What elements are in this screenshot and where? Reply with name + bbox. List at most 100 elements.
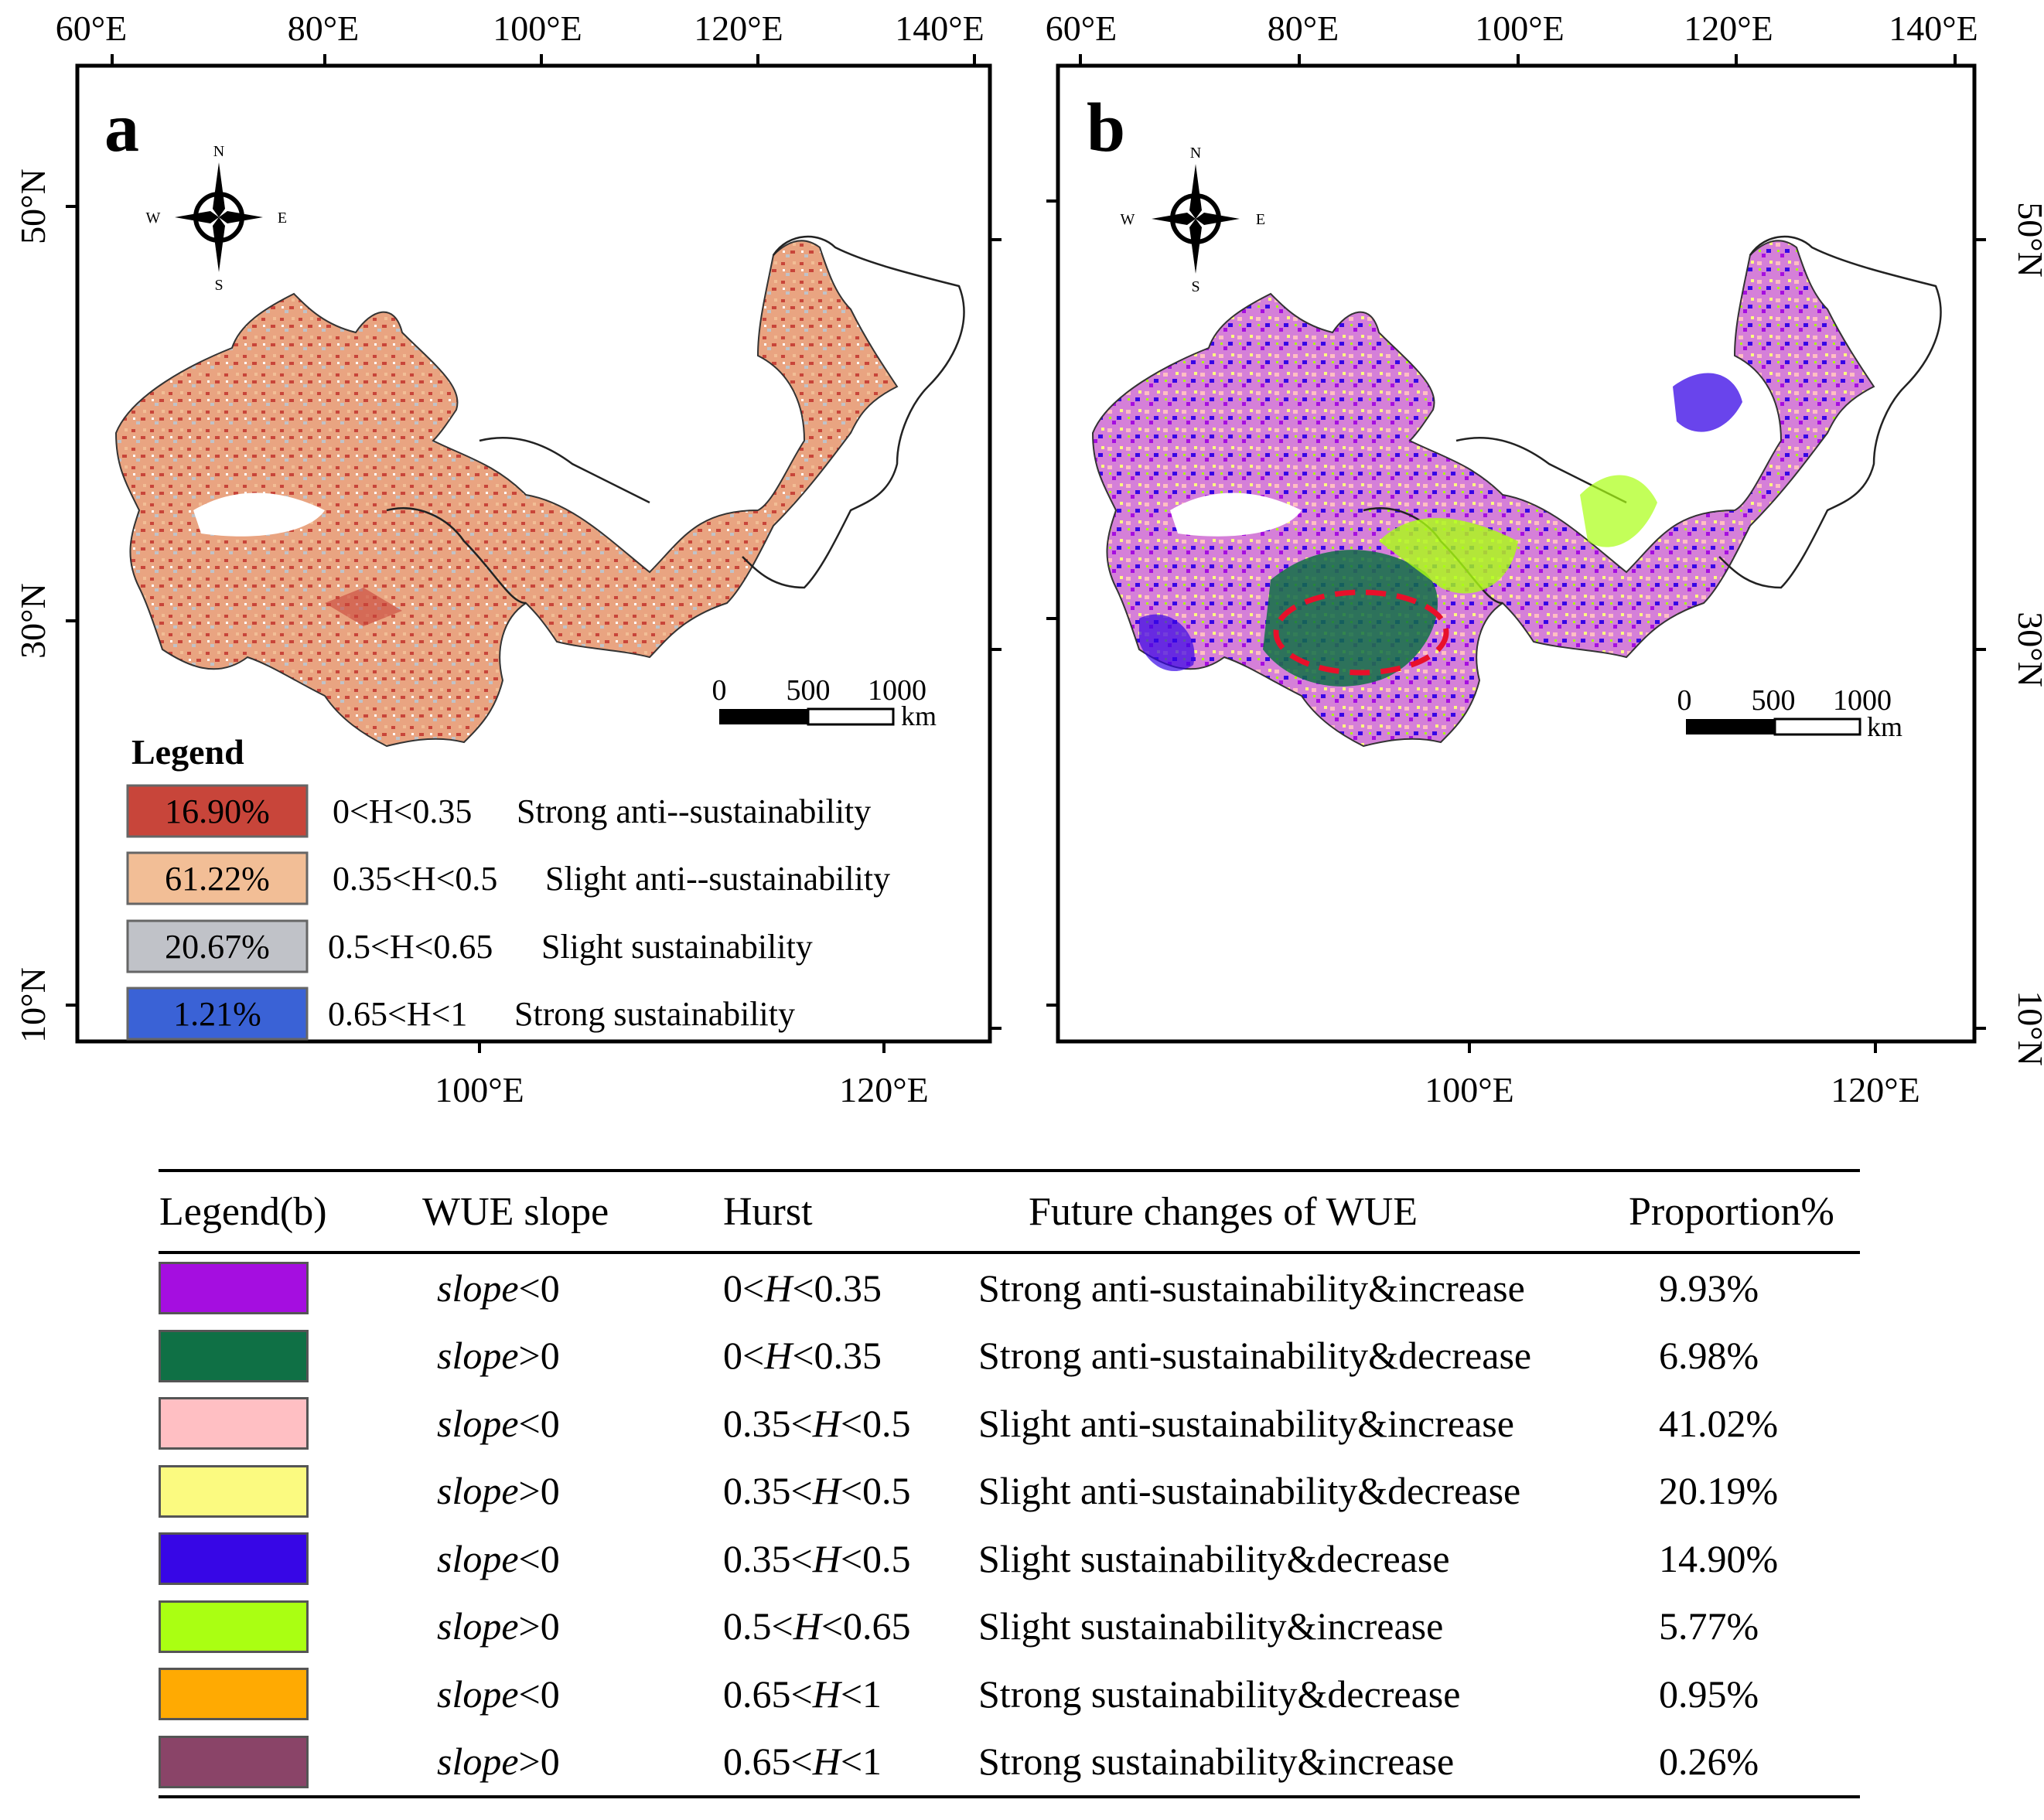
legend-a-swatch (126, 987, 309, 1041)
legend-a-swatch (126, 784, 309, 838)
b-top-tick: 120°E (1684, 9, 1773, 48)
panel-a-compass-icon: N S E W (146, 143, 288, 294)
legend-b-proportion: 5.77% (1659, 1604, 1759, 1648)
a-bottom-tick: 100°E (435, 1070, 524, 1109)
legend-b-row: slope<0 0.35<H<0.5 Slight sustainability&d… (159, 1525, 1860, 1593)
legend-b-swatch-cell (159, 1593, 421, 1661)
legend-b-slope: slope<0 (437, 1266, 560, 1310)
legend-b-proportion: 14.90% (1659, 1536, 1779, 1580)
legend-b-hurst: 0.35<H<0.5 (723, 1536, 911, 1580)
legend-b-row: slope>0 0.5<H<0.65 Slight sustainability&i… (159, 1593, 1860, 1661)
legend-b-swatch (159, 1397, 309, 1450)
legend-b-change: Strong anti-sustainability&decrease (978, 1334, 1532, 1378)
legend-b-row: slope>0 0<H<0.35 Strong anti-sustainabilit… (159, 1322, 1860, 1390)
b-bottom-tick: 100°E (1425, 1070, 1514, 1109)
legend-a-desc: Slight anti--sustainability (545, 860, 890, 898)
legend-a-desc: Strong anti--sustainability (517, 792, 871, 830)
b-top-tick: 140°E (1889, 9, 1978, 48)
header-proportion: Proportion% (1629, 1189, 1834, 1234)
compass-e-label: E (278, 210, 287, 227)
header-slope: WUE slope (422, 1189, 609, 1234)
legend-a-swatch (126, 919, 309, 973)
panel-b-axes (1046, 54, 1986, 1053)
legend-b-proportion: 20.19% (1659, 1469, 1779, 1513)
legend-b-hurst: 0.35<H<0.5 (723, 1401, 911, 1445)
panel-a-legend: Legend 16.90% 0<H<0.35 Strong anti--sust… (126, 732, 890, 1041)
header-hurst: Hurst (723, 1189, 813, 1234)
legend-a-desc: Slight sustainability (541, 928, 813, 966)
legend-a-range: 0.5<H<0.65 (328, 928, 493, 966)
legend-b-slope: slope>0 (437, 1604, 560, 1648)
legend-b-swatch-cell (159, 1660, 421, 1728)
a-top-tick: 60°E (56, 9, 128, 48)
legend-b-hurst: 0.5<H<0.65 (723, 1604, 911, 1648)
scale-tick-1000: 1000 (868, 674, 926, 707)
compass-w-label: W (1121, 211, 1135, 228)
panel-b-compass-icon: N S E W (1121, 145, 1266, 295)
legend-b-hurst: 0.65<H<1 (723, 1740, 882, 1784)
scale-tick-500: 500 (1752, 684, 1796, 717)
legend-b-swatch (159, 1532, 309, 1586)
legend-b-change: Slight sustainability&decrease (978, 1536, 1450, 1580)
scale-unit: km (901, 700, 937, 731)
legend-a-pct: 61.22% (165, 860, 270, 898)
panel-a-axes (66, 54, 1002, 1053)
legend-a-range: 0<H<0.35 (333, 792, 472, 830)
legend-a-title: Legend (131, 732, 244, 772)
panel-b-map (1092, 235, 1942, 747)
legend-b-swatch-cell (159, 1525, 421, 1593)
a-left-tick: 10°N (13, 967, 53, 1043)
legend-b-slope: slope<0 (437, 1536, 560, 1580)
legend-b-proportion: 6.98% (1659, 1334, 1759, 1378)
legend-b-change: Strong sustainability&increase (978, 1740, 1455, 1784)
legend-a-pct: 20.67% (165, 928, 270, 966)
legend-b-slope: slope>0 (437, 1740, 560, 1784)
panel-b-letter: b (1087, 90, 1125, 166)
a-left-tick: 50°N (13, 169, 53, 244)
scale-tick-0: 0 (1677, 684, 1692, 717)
legend-b-swatch-cell (159, 1253, 421, 1322)
legend-b-change: Strong anti-sustainability&increase (978, 1266, 1525, 1310)
legend-b-swatch (159, 1464, 309, 1518)
scale-tick-1000: 1000 (1833, 684, 1892, 717)
compass-n-label: N (1190, 145, 1201, 162)
legend-b-row: slope<0 0.65<H<1 Strong sustainability&dec… (159, 1660, 1860, 1728)
compass-n-label: N (213, 143, 224, 160)
header-future: Future changes of WUE (1029, 1189, 1418, 1234)
legend-b-row: slope<0 0<H<0.35 Strong anti-sustainabilit… (159, 1253, 1860, 1322)
legend-b-swatch (159, 1735, 309, 1788)
legend-b-proportion: 0.95% (1659, 1672, 1759, 1716)
panel-a-letter: a (104, 90, 139, 166)
legend-b-swatch (159, 1329, 309, 1382)
legend-b-row: slope>0 0.65<H<1 Strong sustainability&inc… (159, 1728, 1860, 1798)
scale-tick-500: 500 (787, 674, 831, 707)
compass-s-label: S (214, 277, 223, 294)
legend-b-table: Legend(b) WUE slope Hurst Future changes… (159, 1169, 1860, 1798)
b-top-tick: 80°E (1268, 9, 1339, 48)
scale-tick-0: 0 (712, 674, 727, 707)
panel-a-scale-bar: 0 500 1000 km (712, 674, 937, 731)
legend-b-change: Strong sustainability&decrease (978, 1672, 1461, 1716)
legend-b-proportion: 0.26% (1659, 1740, 1759, 1784)
b-top-tick: 60°E (1046, 9, 1118, 48)
a-left-tick: 30°N (13, 583, 53, 659)
legend-b-swatch (159, 1600, 309, 1653)
legend-a-pct: 16.90% (165, 792, 270, 830)
legend-a-range: 0.65<H<1 (328, 995, 467, 1033)
b-right-tick: 10°N (2011, 990, 2044, 1066)
compass-w-label: W (146, 210, 161, 227)
legend-b-proportion: 41.02% (1659, 1401, 1779, 1445)
legend-a-desc: Strong sustainability (514, 995, 795, 1033)
legend-b-swatch (159, 1668, 309, 1721)
legend-b-slope: slope<0 (437, 1672, 560, 1716)
legend-a-pct: 1.21% (173, 995, 261, 1033)
legend-b-swatch-cell (159, 1728, 421, 1798)
legend-b-row: slope<0 0.35<H<0.5 Slight anti-sustainabil… (159, 1389, 1860, 1457)
a-top-tick: 140°E (895, 9, 984, 48)
b-top-tick: 100°E (1475, 9, 1565, 48)
legend-b-hurst: 0.35<H<0.5 (723, 1469, 911, 1513)
legend-a-swatch (126, 851, 309, 905)
b-right-tick: 50°N (2011, 202, 2044, 278)
legend-b-swatch-cell (159, 1322, 421, 1390)
b-right-tick: 30°N (2011, 612, 2044, 687)
